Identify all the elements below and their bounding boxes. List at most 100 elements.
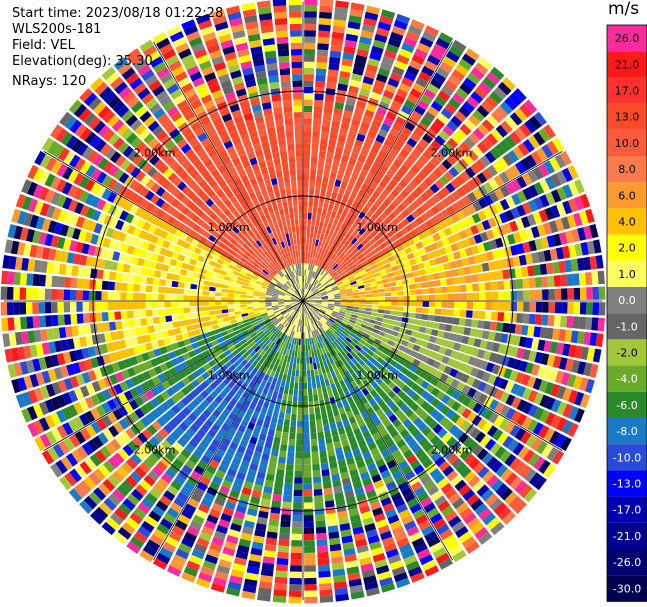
range-gate <box>514 127 527 141</box>
range-gate <box>481 219 491 231</box>
range-gate <box>316 274 322 281</box>
range-gate <box>428 226 438 235</box>
range-gate <box>499 185 511 198</box>
range-gate <box>476 172 488 184</box>
range-gate <box>519 123 532 138</box>
range-gate <box>430 77 443 90</box>
range-gate <box>403 36 418 48</box>
range-gate <box>410 19 425 30</box>
range-gate <box>351 73 363 82</box>
range-gate <box>372 175 382 185</box>
range-gate <box>544 176 556 190</box>
range-gate <box>303 212 308 220</box>
range-gate <box>308 277 312 284</box>
range-gate <box>408 25 423 36</box>
range-gate <box>313 106 323 113</box>
range-gate <box>409 59 423 71</box>
range-gate <box>396 168 406 179</box>
range-gate <box>354 216 362 225</box>
range-gate <box>434 151 445 163</box>
range-gate <box>430 140 442 151</box>
range-gate <box>387 243 396 251</box>
range-gate <box>332 218 339 226</box>
range-gate <box>392 121 403 132</box>
range-gate <box>308 263 311 271</box>
range-gate <box>504 168 516 181</box>
range-gate <box>393 94 406 105</box>
range-gate <box>516 176 527 189</box>
range-gate <box>389 31 404 42</box>
range-gate <box>321 255 326 262</box>
range-gate <box>385 184 394 193</box>
range-gate <box>323 170 330 178</box>
range-gate <box>455 63 469 76</box>
range-gate <box>327 277 334 283</box>
range-gate <box>345 249 352 257</box>
range-gate <box>497 157 509 170</box>
range-gate <box>350 213 358 222</box>
range-gate <box>360 197 368 206</box>
range-gate <box>461 183 472 194</box>
range-gate <box>331 232 337 240</box>
range-gate <box>440 209 450 219</box>
range-gate <box>414 256 423 264</box>
range-gate <box>415 216 425 225</box>
range-gate <box>325 190 332 198</box>
range-gate <box>450 243 459 252</box>
range-gate <box>490 110 504 124</box>
range-gate <box>401 126 413 137</box>
range-gate <box>334 241 341 248</box>
range-gate <box>378 203 387 212</box>
range-gate <box>450 213 460 224</box>
range-gate <box>347 252 355 259</box>
range-gate <box>462 101 475 113</box>
range-gate <box>494 143 507 156</box>
range-gate <box>579 193 591 209</box>
range-gate <box>305 289 309 296</box>
range-gate <box>329 56 341 65</box>
range-gate <box>341 116 352 125</box>
range-gate <box>401 42 415 53</box>
range-gate <box>399 163 410 174</box>
range-gate <box>337 228 344 236</box>
range-gate <box>354 260 361 267</box>
range-gate <box>378 128 389 138</box>
range-gate <box>331 120 341 129</box>
range-gate <box>328 278 335 284</box>
range-gate <box>394 60 407 71</box>
range-gate <box>403 158 414 169</box>
range-gate <box>516 204 527 217</box>
range-gate <box>411 200 421 210</box>
range-gate <box>385 251 393 258</box>
range-gate <box>386 133 397 143</box>
range-gate <box>533 111 547 126</box>
range-gate <box>378 265 386 272</box>
range-gate <box>388 212 397 221</box>
range-gate <box>432 249 441 258</box>
range-gate <box>386 230 395 238</box>
range-gate <box>330 211 337 219</box>
range-gate <box>466 72 481 85</box>
range-gate <box>364 70 376 79</box>
range-gate <box>337 235 344 243</box>
range-gate <box>305 289 309 296</box>
range-gate <box>339 214 346 223</box>
range-gate <box>325 274 331 280</box>
range-gate <box>434 222 443 232</box>
range-gate <box>313 118 322 126</box>
range-gate <box>303 99 313 106</box>
range-gate <box>354 180 363 189</box>
range-gate <box>420 212 430 222</box>
range-gate <box>441 85 454 97</box>
range-gate <box>541 144 554 159</box>
range-gate <box>339 161 348 169</box>
range-gate <box>429 49 444 61</box>
range-gate <box>432 167 443 179</box>
range-gate <box>323 106 333 115</box>
range-gate <box>375 155 385 165</box>
range-gate <box>380 122 391 133</box>
range-gate <box>316 175 323 183</box>
range-gate <box>323 242 329 250</box>
range-gate <box>335 95 346 104</box>
range-gate <box>339 287 346 292</box>
